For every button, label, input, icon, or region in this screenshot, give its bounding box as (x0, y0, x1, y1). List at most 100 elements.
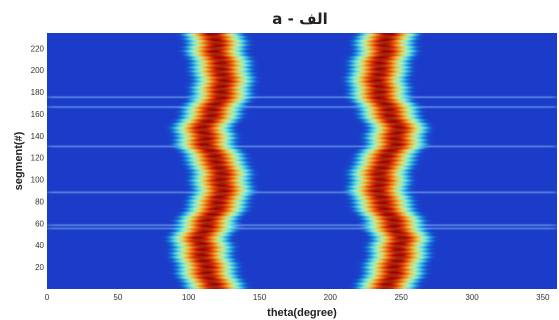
heat-cell (388, 263, 403, 266)
heat-cell (376, 52, 391, 55)
heat-cell (196, 139, 211, 141)
heat-cell (208, 53, 223, 56)
heat-cell (369, 189, 384, 191)
heat-row (185, 159, 416, 162)
heat-cell (390, 122, 405, 125)
heat-row (185, 109, 416, 112)
heat-cell (199, 273, 214, 276)
heat-cell (210, 48, 225, 50)
heat-cell (214, 63, 229, 66)
heat-cell (195, 131, 210, 133)
heat-cell (388, 268, 403, 270)
heat-cell (199, 229, 214, 232)
heat-cell (374, 70, 389, 72)
heat-row (192, 94, 409, 96)
heat-cell (377, 164, 392, 166)
heat-cell (376, 199, 391, 201)
heat-cell (211, 99, 226, 102)
heat-cell (377, 36, 392, 38)
y-axis-ticks: 20 40 60 80 100 120 140 160 180 200 220 (31, 44, 45, 272)
heat-cell (208, 282, 223, 284)
heat-cell (389, 227, 404, 230)
heat-cell (198, 268, 213, 270)
heat-cell (198, 132, 213, 135)
heat-row (172, 256, 429, 258)
heat-cell (213, 65, 228, 68)
heat-cell (217, 84, 232, 86)
heat-row (191, 176, 410, 178)
heat-cell (379, 283, 394, 286)
heat-row (181, 274, 420, 277)
heat-cell (379, 154, 394, 156)
heat-cell (202, 115, 217, 117)
heat-cell (373, 170, 388, 173)
heat-cell (375, 40, 390, 43)
heat-cell (376, 206, 391, 209)
heat-cell (197, 259, 212, 261)
heat-cell (374, 183, 389, 186)
heat-cell (214, 83, 229, 85)
y-tick-label: 160 (31, 110, 45, 119)
heat-cell (386, 133, 401, 136)
heat-cell (390, 123, 406, 126)
heat-cell (200, 275, 215, 278)
horizontal-streak (47, 106, 557, 108)
heat-cell (372, 63, 387, 66)
heat-cell (207, 37, 222, 39)
heat-cell (374, 90, 389, 93)
heat-row (192, 89, 409, 92)
heat-row (171, 252, 430, 255)
heat-cell (203, 280, 218, 282)
heat-cell (208, 47, 223, 49)
heat-cell (199, 263, 214, 266)
heat-cell (393, 238, 408, 241)
heat-cell (216, 185, 231, 187)
heat-row (182, 110, 420, 113)
heat-cell (373, 94, 388, 96)
heat-cell (215, 68, 230, 70)
heat-cell (212, 70, 227, 72)
heat-cell (371, 181, 386, 184)
heat-row (186, 158, 415, 161)
heat-row (179, 275, 422, 278)
heat-cell (207, 49, 222, 51)
heat-row (194, 92, 407, 94)
heat-cell (388, 146, 403, 149)
heat-row (175, 123, 427, 126)
heat-row (184, 284, 418, 287)
heat-cell (218, 189, 233, 191)
heat-row (189, 210, 412, 212)
heat-cell (216, 75, 231, 78)
heat-cell (199, 138, 214, 140)
heat-cell (214, 178, 229, 180)
heat-cell (206, 109, 221, 112)
heat-row (180, 215, 422, 218)
heat-row (186, 49, 415, 51)
heat-row (191, 171, 410, 174)
heat-row (184, 113, 417, 116)
heat-cell (391, 243, 406, 245)
heat-cell (210, 196, 225, 198)
heat-cell (368, 76, 383, 79)
heat-row (177, 246, 424, 248)
y-tick-label: 40 (35, 241, 44, 250)
heat-cell (396, 236, 411, 238)
heat-cell (388, 132, 403, 135)
heat-cell (212, 176, 227, 178)
heat-cell (384, 274, 399, 277)
heat-cell (200, 271, 215, 273)
heat-row (180, 267, 421, 269)
heat-row (194, 85, 407, 88)
heat-cell (210, 161, 225, 163)
heat-cell (211, 43, 226, 46)
heat-row (193, 82, 408, 84)
heat-row (196, 190, 406, 193)
heat-cell (386, 275, 401, 278)
heat-cell (200, 141, 215, 143)
heat-cell (377, 153, 393, 155)
heat-cell (370, 75, 385, 78)
heat-cell (196, 234, 211, 236)
heat-row (186, 287, 416, 289)
x-tick-label: 200 (324, 293, 338, 302)
heat-cell (200, 145, 215, 148)
